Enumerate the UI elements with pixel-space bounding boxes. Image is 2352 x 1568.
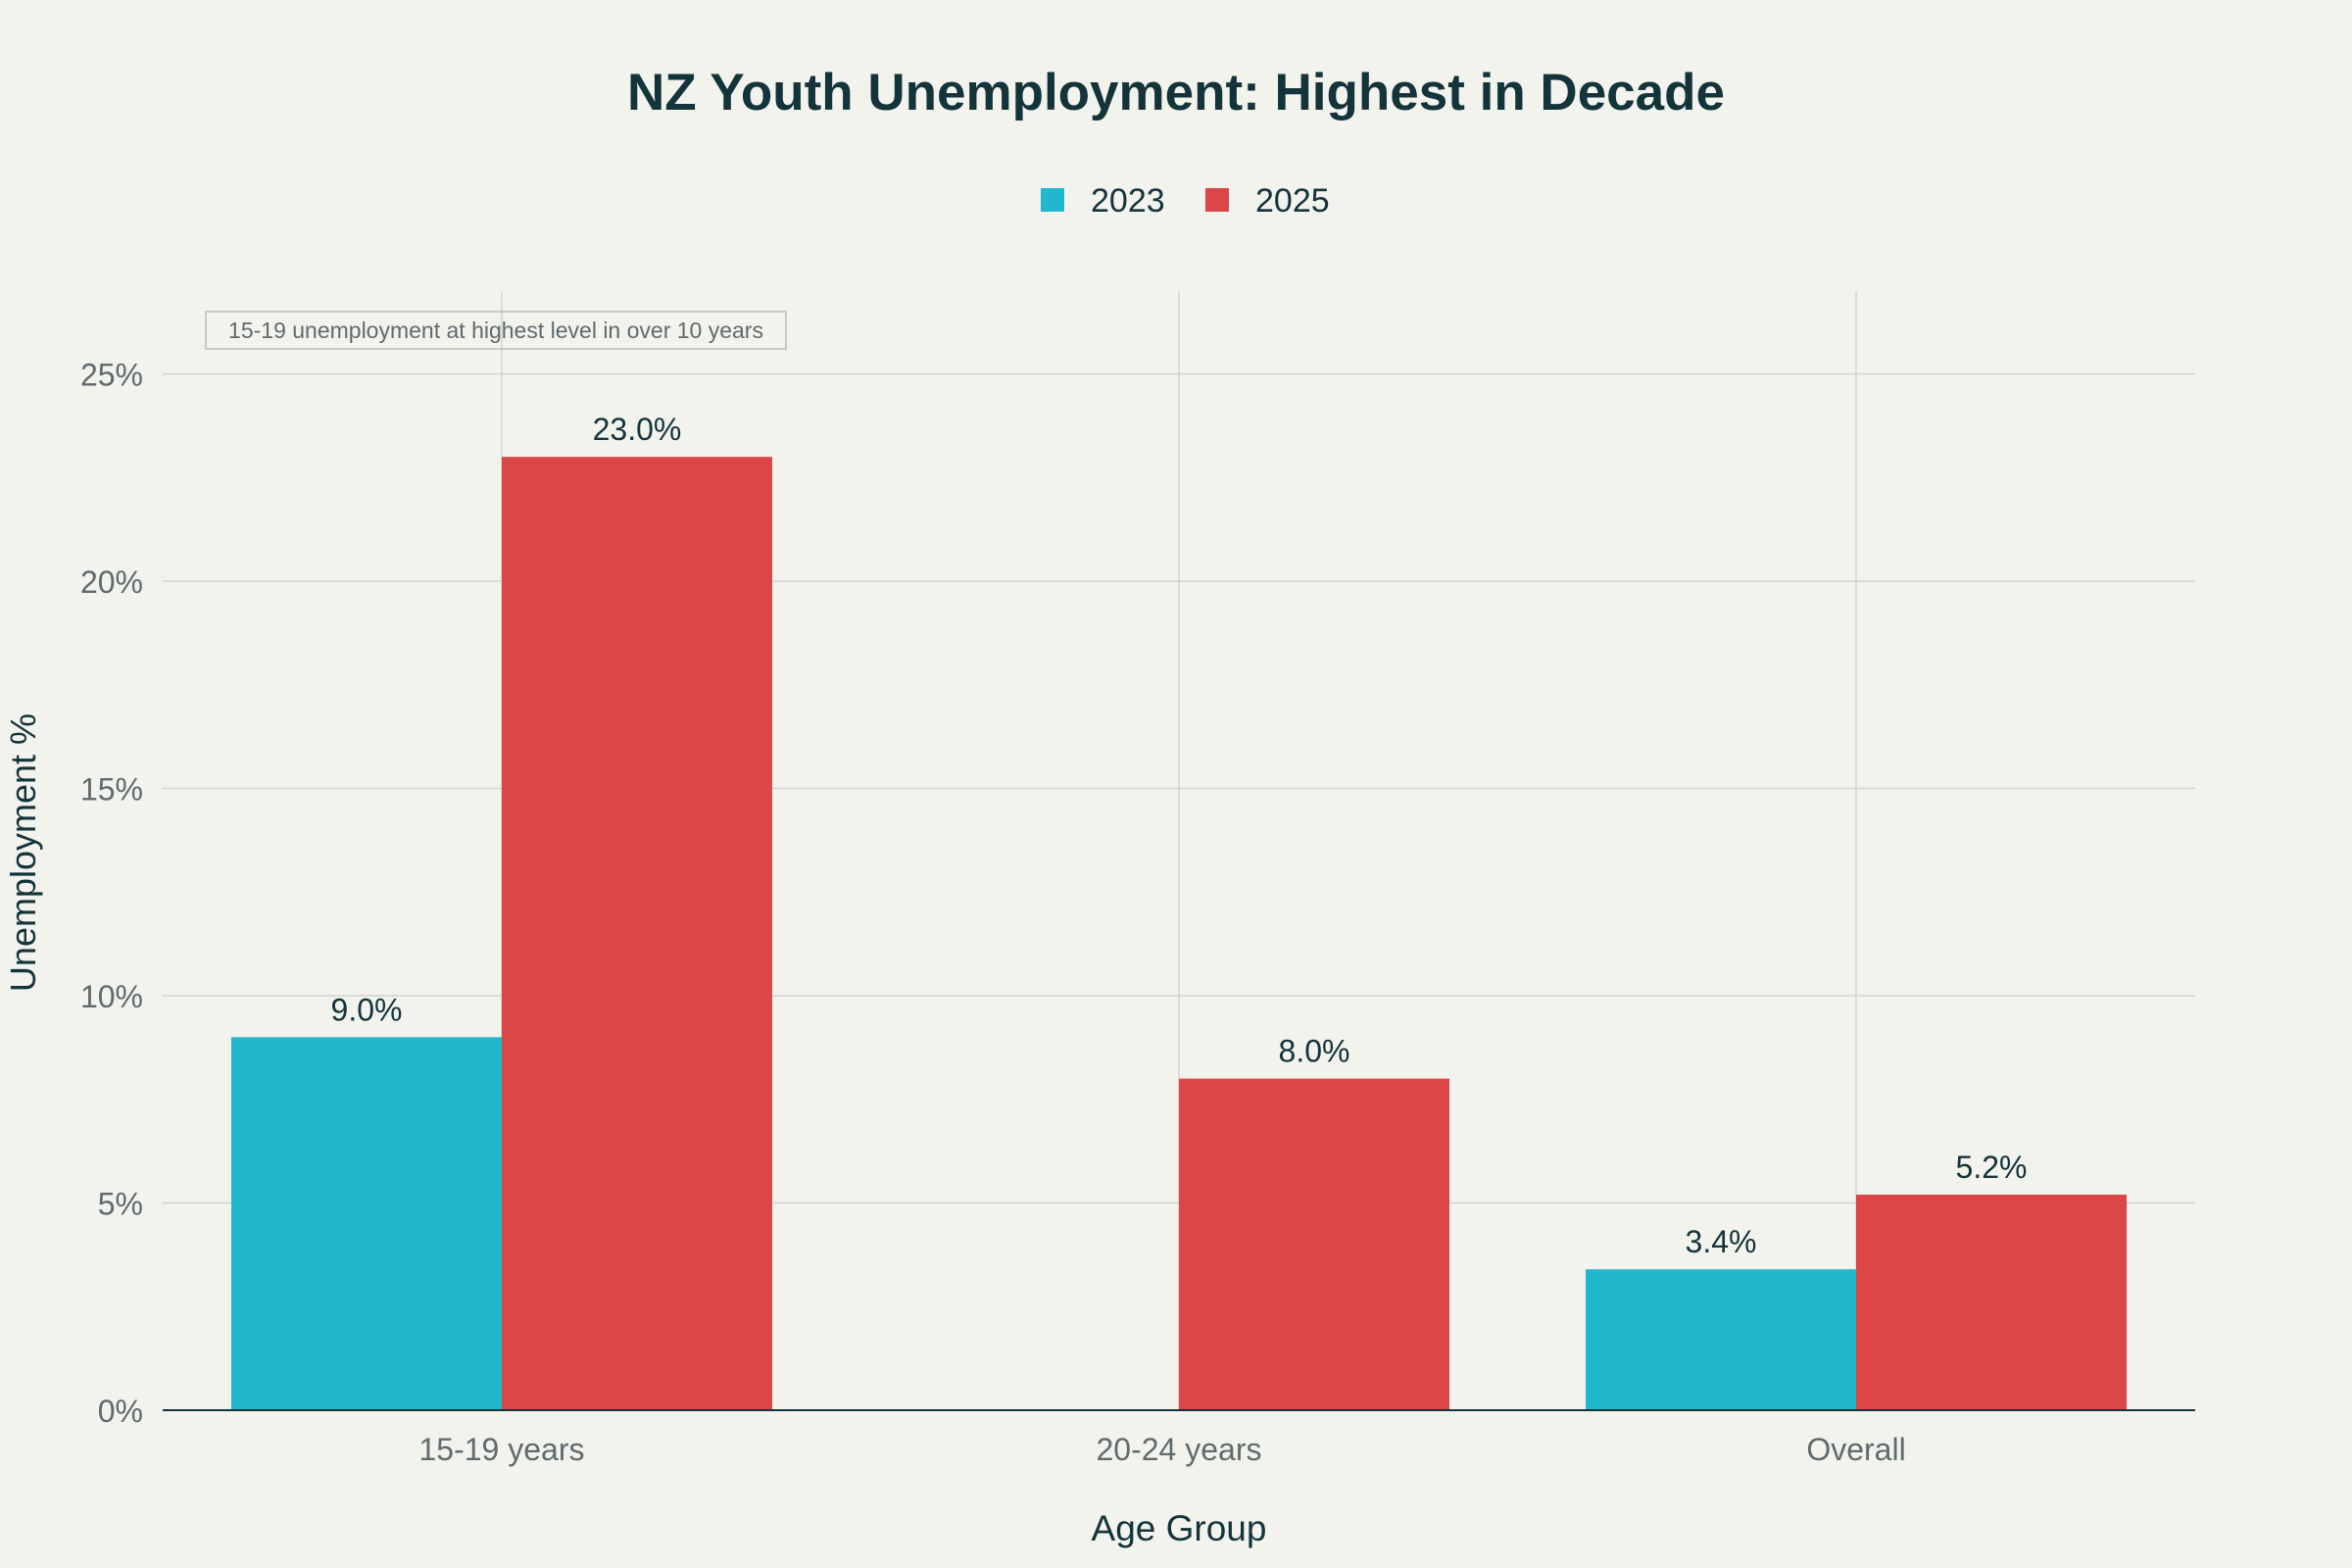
y-tick-label: 10%: [80, 979, 143, 1014]
bars-layer: [231, 457, 2127, 1410]
bar-2025-2: [1856, 1195, 2127, 1410]
axis-layer: 0% 5% 10% 15% 20% 25% 15-19 years 20-24 years Ov…: [80, 358, 2195, 1467]
data-label: 23.0%: [593, 412, 682, 447]
legend-swatch-2025: [1205, 188, 1229, 212]
bar-2025-0: [502, 457, 772, 1410]
y-tick-label: 15%: [80, 772, 143, 808]
data-label: 9.0%: [331, 992, 403, 1027]
x-axis-title: Age Group: [1092, 1508, 1267, 1548]
bar-2023-0: [231, 1037, 502, 1410]
legend-swatch-2023: [1041, 188, 1064, 212]
y-axis-title: Unemployment %: [3, 713, 43, 992]
legend-label-2025: 2025: [1255, 182, 1330, 220]
data-label: 5.2%: [1956, 1150, 2028, 1185]
annotation-text: 15-19 unemployment at highest level in o…: [228, 318, 763, 343]
y-tick-label: 25%: [80, 358, 143, 393]
legend: 2023 2025: [1041, 182, 1330, 220]
x-tick-label: 15-19 years: [419, 1432, 585, 1467]
legend-label-2023: 2023: [1091, 182, 1165, 220]
data-label: 8.0%: [1279, 1034, 1350, 1069]
x-tick-label: 20-24 years: [1097, 1432, 1262, 1467]
annotation-box: 15-19 unemployment at highest level in o…: [205, 311, 787, 350]
chart-title: NZ Youth Unemployment: Highest in Decade: [627, 64, 1725, 122]
x-tick-label: Overall: [1806, 1432, 1905, 1467]
y-tick-label: 20%: [80, 564, 143, 600]
data-label: 3.4%: [1686, 1224, 1757, 1259]
labels-layer: 9.0% 3.4% 23.0% 8.0% 5.2%: [331, 412, 2028, 1259]
bar-2025-1: [1179, 1078, 1449, 1410]
y-tick-label: 5%: [98, 1187, 143, 1222]
y-tick-label: 0%: [98, 1394, 143, 1429]
bar-2023-2: [1586, 1269, 1856, 1410]
